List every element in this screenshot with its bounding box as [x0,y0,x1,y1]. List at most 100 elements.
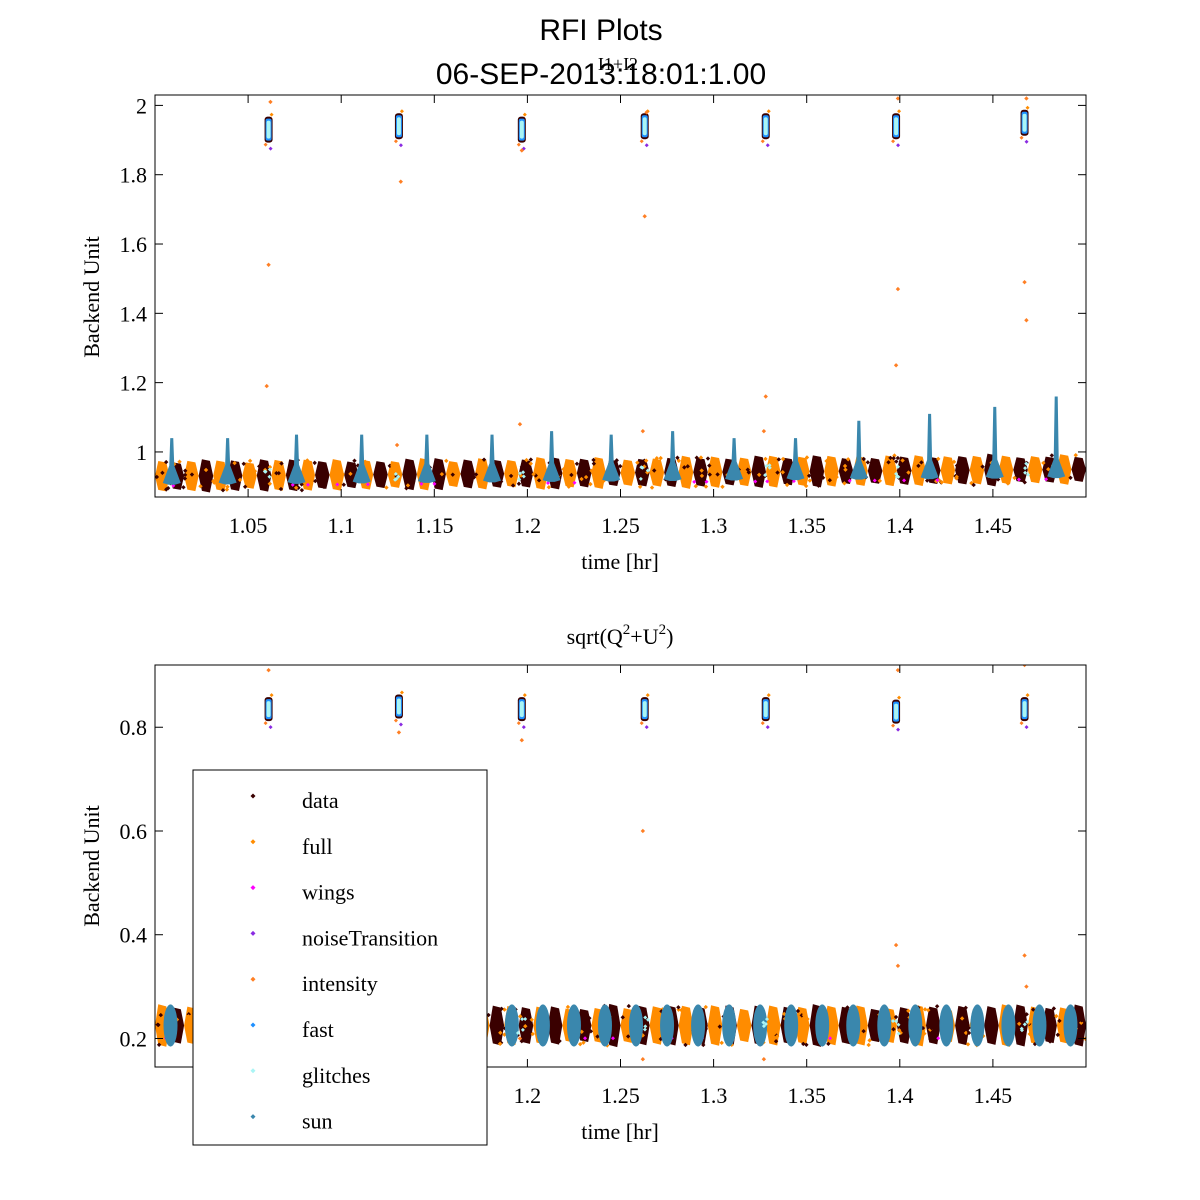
glitch-point [520,1027,525,1032]
full-point [198,483,203,489]
glitch-cluster [894,117,899,136]
data-point [1014,1025,1019,1031]
data-point [816,483,821,488]
data-point [1047,1039,1053,1044]
data-point [891,456,896,461]
data-point [499,1006,504,1011]
glitch-point [646,1017,651,1022]
glitch-cluster [763,701,768,718]
full-point [546,484,552,490]
noise-transition-point [765,143,770,148]
data-point [675,455,680,460]
full-point [363,459,368,464]
data-point [1079,1018,1084,1023]
full-point [711,479,717,484]
intensity-point [269,693,274,698]
full-block [969,455,985,485]
full-point [642,464,647,469]
glitch-point [638,476,643,481]
data-point [164,487,169,492]
full-point [711,1031,716,1037]
data-block [315,461,330,489]
data-point [341,482,347,487]
full-point [497,1041,503,1046]
legend-marker-fast [250,1022,256,1028]
data-point [481,457,487,462]
data-point [652,468,657,473]
wings-point [305,482,310,487]
full-point [523,1024,528,1029]
glitch-cluster [1022,113,1027,132]
glitch-point [1025,1019,1030,1024]
data-point [715,472,720,477]
data-point [313,478,318,484]
glitch-cluster [266,701,271,718]
full-block [329,459,345,491]
sun-blob [877,1004,892,1047]
full-point [900,458,905,463]
data-point [156,1042,162,1047]
full-point [892,472,897,478]
full-point [252,468,258,474]
full-point [643,458,649,463]
sun-spike [542,431,561,482]
full-point [203,467,209,473]
data-point [773,1039,779,1044]
intensity-point [639,721,644,726]
data-point [618,464,623,469]
full-point [453,465,458,470]
data-point [806,473,812,478]
glitch-point [640,465,645,470]
sun-blob [784,1004,799,1047]
intensity-outlier [761,1057,767,1062]
intensity-point [1025,693,1030,698]
bottom-title-sup-1: 2 [623,622,631,638]
full-point [1027,1031,1032,1037]
sun-spike [920,413,939,480]
intensity-outlier [642,214,647,219]
y-tick-label: 1.4 [120,301,148,326]
full-point [518,1014,523,1019]
glitch-cluster [894,703,899,720]
glitch-point [891,1018,896,1023]
sun-blob [566,1004,581,1047]
data-point [528,457,534,462]
top-subplot-title: I1+I2 [598,54,638,74]
full-block [620,459,636,486]
data-point [625,1034,631,1039]
glitch-cluster [396,698,401,715]
full-point [922,1031,927,1036]
sun-spike [287,434,306,484]
data-point [496,1008,501,1014]
full-point [1078,1020,1084,1026]
legend-marker-noiseTransition [250,930,256,936]
full-block [678,455,694,489]
full-point [834,474,839,480]
data-point [901,1018,907,1023]
full-point [279,482,284,487]
intensity-outlier [895,963,901,969]
data-block [867,458,883,484]
sun-spike [786,438,805,481]
data-point [886,460,891,465]
wings-point [935,478,940,483]
data-point [641,472,646,477]
data-point [176,463,182,468]
legend: data full wings noiseTransition intensity fas… [192,769,488,1146]
glitch-point [396,474,401,479]
glitch-point [521,474,526,479]
full-point [305,458,310,463]
top-plot-area [155,95,1086,497]
data-point [1019,1030,1025,1035]
data-block [809,455,825,488]
intensity-outlier [895,667,901,673]
x-tick-label: 1.45 [974,513,1013,538]
wings-point [936,1036,941,1041]
intensity-outlier [893,942,899,948]
intensity-point [269,112,274,117]
sun-spike [725,438,744,481]
x-tick-label: 1.4 [886,513,914,538]
top-data-layer [155,96,1086,493]
wings-point [1016,477,1021,482]
wings-point [1044,477,1049,482]
